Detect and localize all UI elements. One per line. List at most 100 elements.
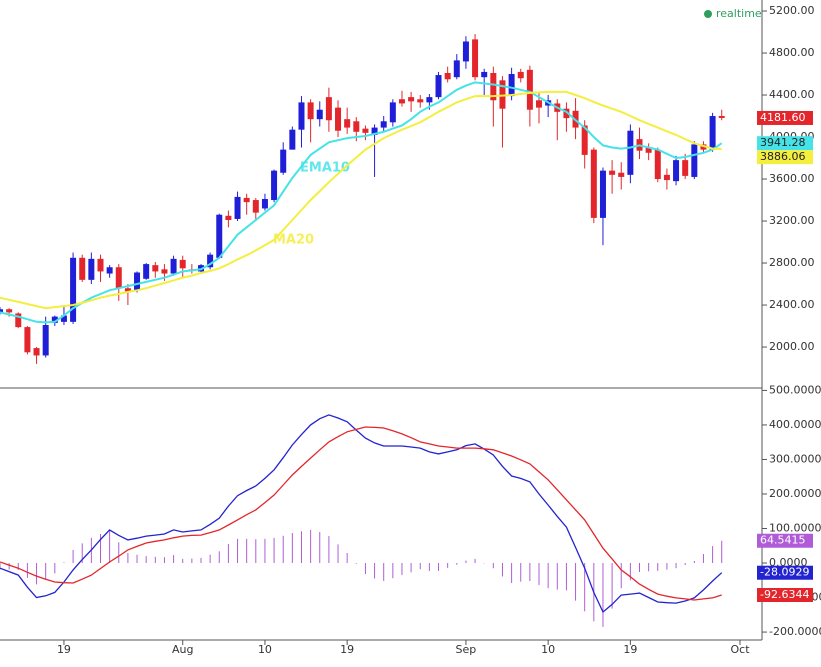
candle-body — [563, 108, 570, 119]
last-value-label: -28.0929 — [760, 566, 809, 579]
macd-line — [0, 426, 722, 601]
candle-body — [79, 257, 86, 280]
candle-body — [462, 41, 469, 62]
candle-body — [508, 74, 515, 97]
candle-body — [0, 309, 3, 313]
candle-body — [380, 121, 387, 128]
last-value-label: -92.6344 — [760, 588, 809, 601]
y-tick-label: 3200.00 — [769, 214, 815, 227]
candle-body — [216, 214, 223, 258]
series-name: EMA10 — [300, 161, 350, 176]
candle-body — [481, 71, 488, 78]
candle-body — [398, 99, 405, 104]
candle-body — [389, 102, 396, 123]
candle-body — [179, 259, 186, 269]
candle-body — [252, 200, 259, 213]
last-value-box — [757, 587, 813, 602]
candle-body — [435, 75, 442, 98]
candle-body — [663, 174, 670, 181]
y-tick-label: 200.0000 — [769, 487, 821, 500]
candle-body — [453, 60, 460, 78]
y-tick-label: 3600.00 — [769, 172, 815, 185]
status-dot — [704, 10, 712, 18]
y-tick-label: 4400.00 — [769, 88, 815, 101]
candle-body — [234, 196, 241, 219]
candle-body — [335, 107, 342, 131]
y-tick-label: 5200.00 — [769, 4, 815, 17]
candle-body — [316, 109, 323, 120]
candle-body — [24, 327, 31, 353]
candle-body — [371, 127, 378, 135]
y-tick-label: 400.0000 — [769, 418, 821, 431]
candle-body — [97, 258, 104, 272]
candle-body — [143, 264, 150, 279]
candle-body — [362, 128, 369, 133]
candle-body — [6, 309, 13, 313]
candle-body — [70, 257, 77, 322]
candle-body — [718, 116, 725, 118]
moving-average-line — [0, 90, 722, 310]
candle-body — [124, 288, 131, 292]
candle-body — [408, 97, 415, 102]
y-tick-label: 300.0000 — [769, 452, 821, 465]
candle-body — [60, 315, 67, 322]
macd-line — [0, 414, 723, 614]
candle-body — [444, 72, 451, 80]
candle-body — [106, 267, 113, 274]
candle-body — [673, 160, 680, 182]
candle-body — [627, 130, 634, 175]
x-tick-label: Aug — [172, 643, 193, 656]
status-label: realtime — [716, 7, 762, 20]
candle-body — [51, 316, 58, 323]
candle-body — [581, 125, 588, 155]
candle-body — [490, 72, 497, 101]
x-tick-label: 19 — [623, 643, 637, 656]
candle-body — [499, 80, 506, 109]
last-value-box — [757, 565, 813, 580]
y-tick-label: 4800.00 — [769, 46, 815, 59]
candle-body — [645, 147, 652, 153]
candle-body — [307, 102, 314, 120]
last-value-label: 3886.06 — [760, 150, 806, 163]
candle-body — [654, 149, 661, 180]
candle-body — [517, 71, 524, 79]
candle-body — [417, 99, 424, 103]
candle-body — [682, 160, 689, 176]
candle-body — [115, 267, 122, 289]
series-name: MA20 — [273, 233, 314, 248]
last-value-label: 4181.60 — [760, 111, 806, 124]
candle-body — [599, 170, 606, 218]
candle-body — [298, 102, 305, 130]
candle-body — [207, 254, 214, 268]
x-tick-label: 10 — [541, 643, 555, 656]
x-tick-label: 10 — [258, 643, 272, 656]
last-value-label: 3941.28 — [760, 136, 806, 149]
candle-body — [170, 258, 177, 274]
candle-body — [33, 348, 40, 356]
candle-body — [536, 100, 543, 108]
candle-body — [152, 265, 159, 272]
candle-body — [472, 39, 479, 78]
last-value-box — [757, 150, 813, 165]
candle-body — [289, 129, 296, 150]
candle-body — [426, 97, 433, 103]
y-tick-label: 2400.00 — [769, 298, 815, 311]
candle-body — [88, 258, 95, 280]
last-value-box — [757, 136, 813, 151]
candle-body — [353, 121, 360, 132]
candle-body — [344, 119, 351, 128]
moving-average-line — [0, 81, 723, 324]
candle-body — [271, 170, 278, 201]
candle-body — [280, 149, 287, 173]
y-tick-label: 500.0000 — [769, 383, 821, 396]
candle-body — [161, 269, 168, 274]
last-value-box — [757, 533, 813, 548]
last-value-box — [757, 110, 813, 125]
candle-body — [609, 170, 616, 175]
x-tick-label: 19 — [57, 643, 71, 656]
candle-body — [243, 197, 250, 203]
x-tick-label: Oct — [730, 643, 750, 656]
y-tick-label: 100.0000 — [769, 521, 821, 534]
